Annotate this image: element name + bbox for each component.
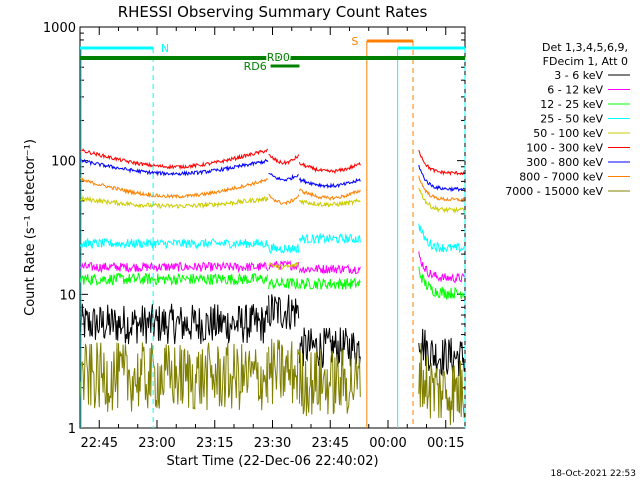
x-tick-label: 23:15 (196, 436, 233, 451)
y-tick-label: 1000 (43, 21, 76, 36)
legend-header: FDecim 1, Att 0 (543, 55, 628, 68)
series-line-7 (80, 175, 465, 206)
series-line-3 (80, 223, 465, 255)
y-tick-label: 100 (51, 155, 76, 170)
rd0-label: RD0 (267, 51, 290, 64)
legend-label: 800 - 7000 keV (519, 171, 603, 184)
y-axis-label: Count Rate (s⁻¹ detector⁻¹) (23, 139, 38, 316)
legend-label: 7000 - 15000 keV (505, 185, 603, 198)
series-line-5 (80, 148, 465, 176)
footer-timestamp: 18-Oct-2021 22:53 (551, 469, 636, 479)
x-tick-label: 23:45 (312, 436, 349, 451)
legend-label: 100 - 300 keV (526, 142, 603, 155)
legend-label: 12 - 25 keV (540, 98, 603, 111)
chart-title: RHESSI Observing Summary Count Rates (118, 3, 428, 21)
series-line-6 (80, 158, 465, 193)
legend-label: 3 - 6 keV (554, 69, 603, 82)
night-label: N (161, 42, 169, 55)
series-line-8 (80, 338, 465, 426)
x-axis-label: Start Time (22-Dec-06 22:40:02) (166, 454, 378, 469)
saa-label: S (351, 35, 358, 48)
x-tick-label: 22:45 (81, 436, 118, 451)
series-line-4 (80, 187, 465, 271)
series-line-2 (80, 266, 465, 301)
x-tick-label: 23:00 (138, 436, 175, 451)
series-line-0 (80, 294, 465, 377)
y-tick-label: 10 (59, 288, 76, 303)
legend-label: 25 - 50 keV (540, 113, 603, 126)
x-tick-label: 00:00 (369, 436, 406, 451)
legend-label: 300 - 800 keV (526, 156, 603, 169)
legend-label: 6 - 12 keV (547, 84, 603, 97)
rd6-label: RD6 (244, 60, 267, 73)
x-tick-label: 00:15 (427, 436, 464, 451)
y-tick-label: 1 (68, 422, 76, 437)
series-line-1 (80, 251, 465, 284)
x-tick-label: 23:30 (254, 436, 291, 451)
legend-label: 50 - 100 keV (533, 127, 603, 140)
legend-header: Det 1,3,4,5,6,9, (542, 41, 628, 54)
